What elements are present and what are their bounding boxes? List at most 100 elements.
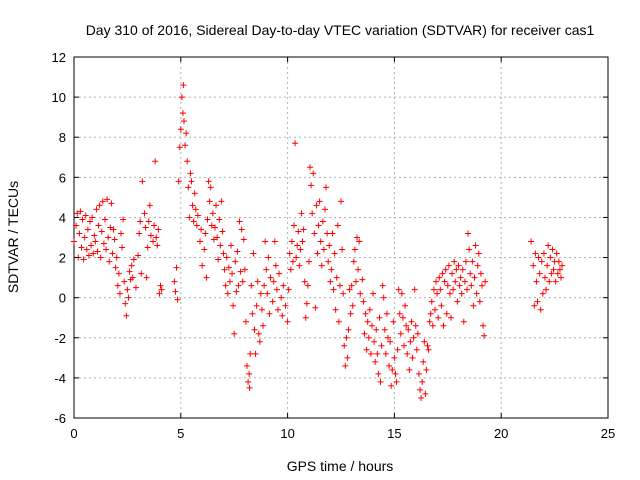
- data-point: [88, 242, 95, 249]
- data-point: [204, 216, 211, 223]
- y-tick-label: -6: [54, 411, 66, 426]
- data-point: [138, 270, 145, 277]
- data-point: [150, 238, 157, 245]
- data-point: [559, 262, 566, 269]
- data-point: [137, 218, 144, 225]
- data-point: [269, 298, 276, 305]
- x-tick-label: 20: [494, 426, 508, 441]
- data-point: [424, 342, 431, 349]
- data-point: [478, 282, 485, 289]
- data-point: [287, 266, 294, 273]
- data-point: [441, 278, 448, 285]
- data-point: [232, 258, 239, 265]
- data-point: [147, 232, 154, 239]
- data-point: [403, 322, 410, 329]
- data-point: [256, 338, 263, 345]
- data-point: [382, 350, 389, 357]
- data-point: [464, 286, 471, 293]
- data-point: [350, 258, 357, 265]
- data-point: [329, 230, 336, 237]
- data-point: [354, 234, 361, 241]
- data-point: [257, 290, 264, 297]
- data-point: [555, 258, 562, 265]
- data-point: [135, 252, 142, 259]
- data-point: [173, 264, 180, 271]
- data-point: [545, 242, 552, 249]
- data-point: [209, 210, 216, 217]
- data-point: [361, 330, 368, 337]
- data-point: [219, 228, 226, 235]
- data-point: [310, 170, 317, 177]
- x-tick-label: 15: [387, 426, 401, 441]
- data-point: [558, 274, 565, 281]
- data-point: [155, 226, 162, 233]
- data-point: [333, 274, 340, 281]
- data-point: [77, 208, 84, 215]
- grid-lines: [74, 57, 608, 418]
- data-point: [211, 224, 218, 231]
- data-point: [208, 222, 215, 229]
- data-point: [222, 282, 229, 289]
- data-point: [318, 262, 325, 269]
- data-point: [305, 258, 312, 265]
- data-point: [311, 230, 318, 237]
- data-point: [247, 350, 254, 357]
- data-point: [194, 212, 201, 219]
- data-point: [124, 286, 131, 293]
- data-point: [99, 198, 106, 205]
- y-tick-label: 4: [59, 210, 66, 225]
- data-point: [537, 306, 544, 313]
- data-point: [182, 142, 189, 149]
- data-point: [91, 232, 98, 239]
- data-point: [421, 338, 428, 345]
- data-point: [224, 290, 231, 297]
- data-point: [249, 310, 256, 317]
- data-point: [220, 250, 227, 257]
- data-point: [348, 282, 355, 289]
- data-point: [386, 362, 393, 369]
- data-point: [332, 306, 339, 313]
- data-point: [267, 274, 274, 281]
- data-point: [223, 254, 230, 261]
- data-point: [297, 246, 304, 253]
- y-tick-label: 10: [52, 90, 66, 105]
- data-point: [280, 282, 287, 289]
- data-point: [457, 274, 464, 281]
- data-point: [534, 298, 541, 305]
- data-point: [301, 278, 308, 285]
- data-point: [372, 358, 379, 365]
- data-point: [420, 358, 427, 365]
- y-tick-label: -4: [54, 371, 66, 386]
- data-point: [481, 332, 488, 339]
- data-point: [92, 238, 99, 245]
- data-point: [289, 258, 296, 265]
- data-point: [217, 242, 224, 249]
- data-point: [412, 322, 419, 329]
- data-point: [556, 266, 563, 273]
- data-point: [530, 262, 537, 269]
- data-point: [292, 140, 299, 147]
- data-point: [93, 206, 100, 213]
- data-point: [104, 196, 111, 203]
- data-point: [343, 334, 350, 341]
- data-point: [210, 236, 217, 243]
- data-point: [266, 310, 273, 317]
- data-point: [327, 278, 334, 285]
- data-point: [84, 226, 91, 233]
- data-point: [153, 234, 160, 241]
- data-point: [452, 278, 459, 285]
- y-tick-label: 6: [59, 170, 66, 185]
- data-point: [466, 246, 473, 253]
- data-point: [379, 282, 386, 289]
- data-point: [414, 330, 421, 337]
- data-point: [111, 236, 118, 243]
- data-point: [392, 370, 399, 377]
- data-point: [422, 390, 429, 397]
- data-point: [251, 326, 258, 333]
- data-point: [436, 274, 443, 281]
- data-point: [533, 278, 540, 285]
- data-point: [453, 266, 460, 273]
- data-point: [328, 266, 335, 273]
- data-point: [276, 270, 283, 277]
- data-point: [325, 258, 332, 265]
